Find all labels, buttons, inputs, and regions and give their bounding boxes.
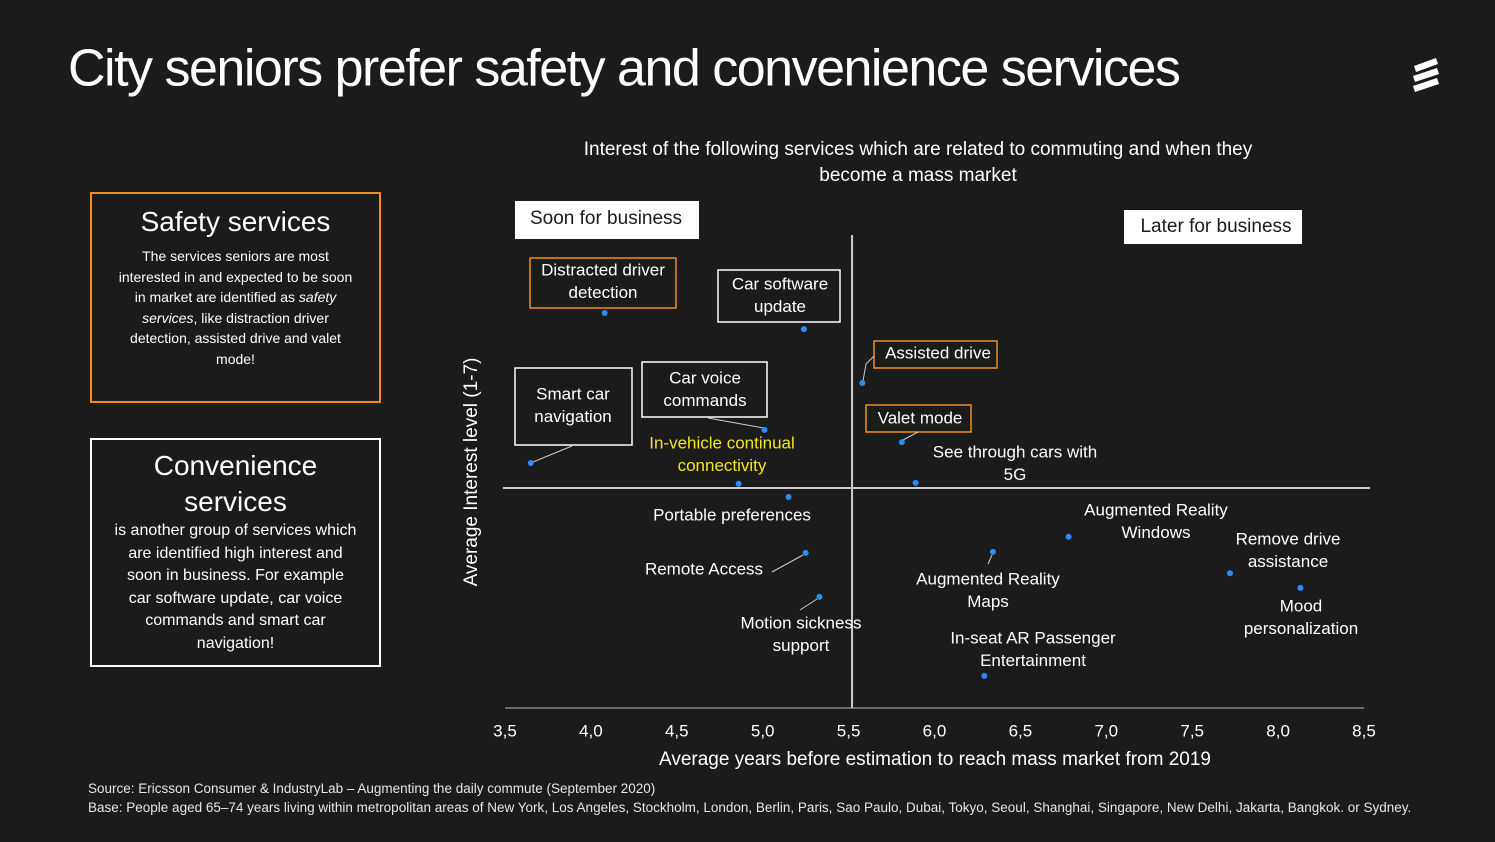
point-label: Remote Access [645, 559, 763, 578]
point-label: Remove drive [1236, 529, 1341, 548]
point-label: Distracted driver [541, 260, 665, 279]
point [1297, 584, 1304, 591]
point-label: assistance [1248, 552, 1328, 571]
point-label: Portable preferences [653, 505, 811, 524]
point-label: Augmented Reality [916, 569, 1060, 588]
point-label: commands [663, 391, 746, 410]
point [1226, 570, 1233, 577]
point [981, 672, 988, 679]
x-axis-label: Average years before estimation to reach… [659, 749, 1211, 770]
point-label: Motion sickness [741, 613, 862, 632]
label-box [717, 269, 841, 323]
footer: Source: Ericsson Consumer & IndustryLab … [88, 779, 1433, 817]
point-label: Smart car [536, 384, 610, 403]
point [735, 480, 742, 487]
quadrant-tag-box [1124, 210, 1302, 244]
point [989, 548, 996, 555]
point-label: Entertainment [980, 651, 1086, 670]
point-label: Augmented Reality [1084, 500, 1228, 519]
leader-line [799, 598, 818, 611]
slide-title: City seniors prefer safety and convenien… [68, 40, 1180, 98]
text: , like distraction driver detection, ass… [130, 309, 341, 367]
label-box [514, 367, 633, 446]
convenience-box: Convenience services is another group of… [90, 438, 381, 667]
logo [1413, 58, 1439, 92]
text: The services seniors are most interested… [118, 248, 353, 305]
quadrant-tag: Later for business [1140, 216, 1291, 237]
point [859, 380, 866, 387]
source: Source: Ericsson Consumer & IndustryLab … [88, 781, 656, 796]
leader-line [707, 417, 765, 429]
label-box [529, 257, 677, 309]
chart-subtitle: Interest of the following services which… [584, 139, 1253, 160]
point [816, 593, 823, 600]
point-label: In-vehicle continual [649, 433, 795, 452]
point [1065, 533, 1072, 540]
point-label: Car software [732, 274, 828, 293]
leader-line [987, 554, 993, 565]
base: Base: People aged 65–74 years living wit… [88, 800, 1412, 815]
leader-line [771, 554, 804, 573]
point-label: detection [569, 283, 638, 302]
point-label: Maps [967, 592, 1009, 611]
point [785, 494, 792, 501]
point-label: In-seat AR Passenger [950, 628, 1116, 647]
x-tick-label: 5,5 [837, 721, 861, 740]
quadrant-tag-box [515, 201, 699, 239]
point-label: See through cars with [933, 442, 1097, 461]
x-tick-label: 7,0 [1094, 721, 1118, 740]
point-label: connectivity [678, 456, 767, 475]
point-label: Assisted drive [885, 343, 991, 362]
label-box [865, 404, 972, 433]
point [761, 426, 768, 433]
leader-line [862, 355, 875, 382]
point [800, 326, 807, 333]
label-box [641, 361, 768, 418]
point-label: Windows [1122, 523, 1191, 542]
x-tick-label: 6,5 [1009, 721, 1033, 740]
x-tick-label: 8,0 [1266, 721, 1290, 740]
x-tick-label: 7,5 [1180, 721, 1204, 740]
x-tick-label: 4,5 [665, 721, 689, 740]
leader-line [532, 445, 573, 463]
point [802, 549, 809, 556]
label-box [873, 340, 998, 369]
point [601, 310, 608, 317]
x-tick-label: 5,0 [751, 721, 775, 740]
point-label: personalization [1244, 619, 1358, 638]
point [912, 479, 919, 486]
x-tick-label: 6,0 [923, 721, 947, 740]
safety-box: Safety services The services seniors are… [90, 192, 381, 403]
point-label: 5G [1004, 465, 1027, 484]
point-label: Car voice [669, 368, 741, 387]
box-text: The services seniors are most interested… [114, 246, 357, 369]
chart-subtitle: become a mass market [819, 165, 1017, 186]
x-tick-label: 4,0 [579, 721, 603, 740]
quadrant-tag: Soon for business [530, 208, 682, 229]
leader-line [902, 431, 919, 441]
point-label: support [773, 636, 830, 655]
point [898, 439, 905, 446]
x-tick-label: 3,5 [493, 721, 517, 740]
point [527, 459, 534, 466]
y-axis-label: Average Interest level (1-7) [461, 358, 482, 587]
x-tick-label: 8,5 [1352, 721, 1376, 740]
box-heading: Convenience services [153, 450, 318, 517]
point-label: Mood [1280, 596, 1323, 615]
text-italic: safety services [142, 289, 337, 326]
box-text: is another group of services which are i… [114, 522, 357, 652]
point-label: Valet mode [878, 408, 963, 427]
box-heading: Safety services [140, 206, 331, 237]
point-label: navigation [534, 407, 612, 426]
point-label: update [754, 297, 806, 316]
